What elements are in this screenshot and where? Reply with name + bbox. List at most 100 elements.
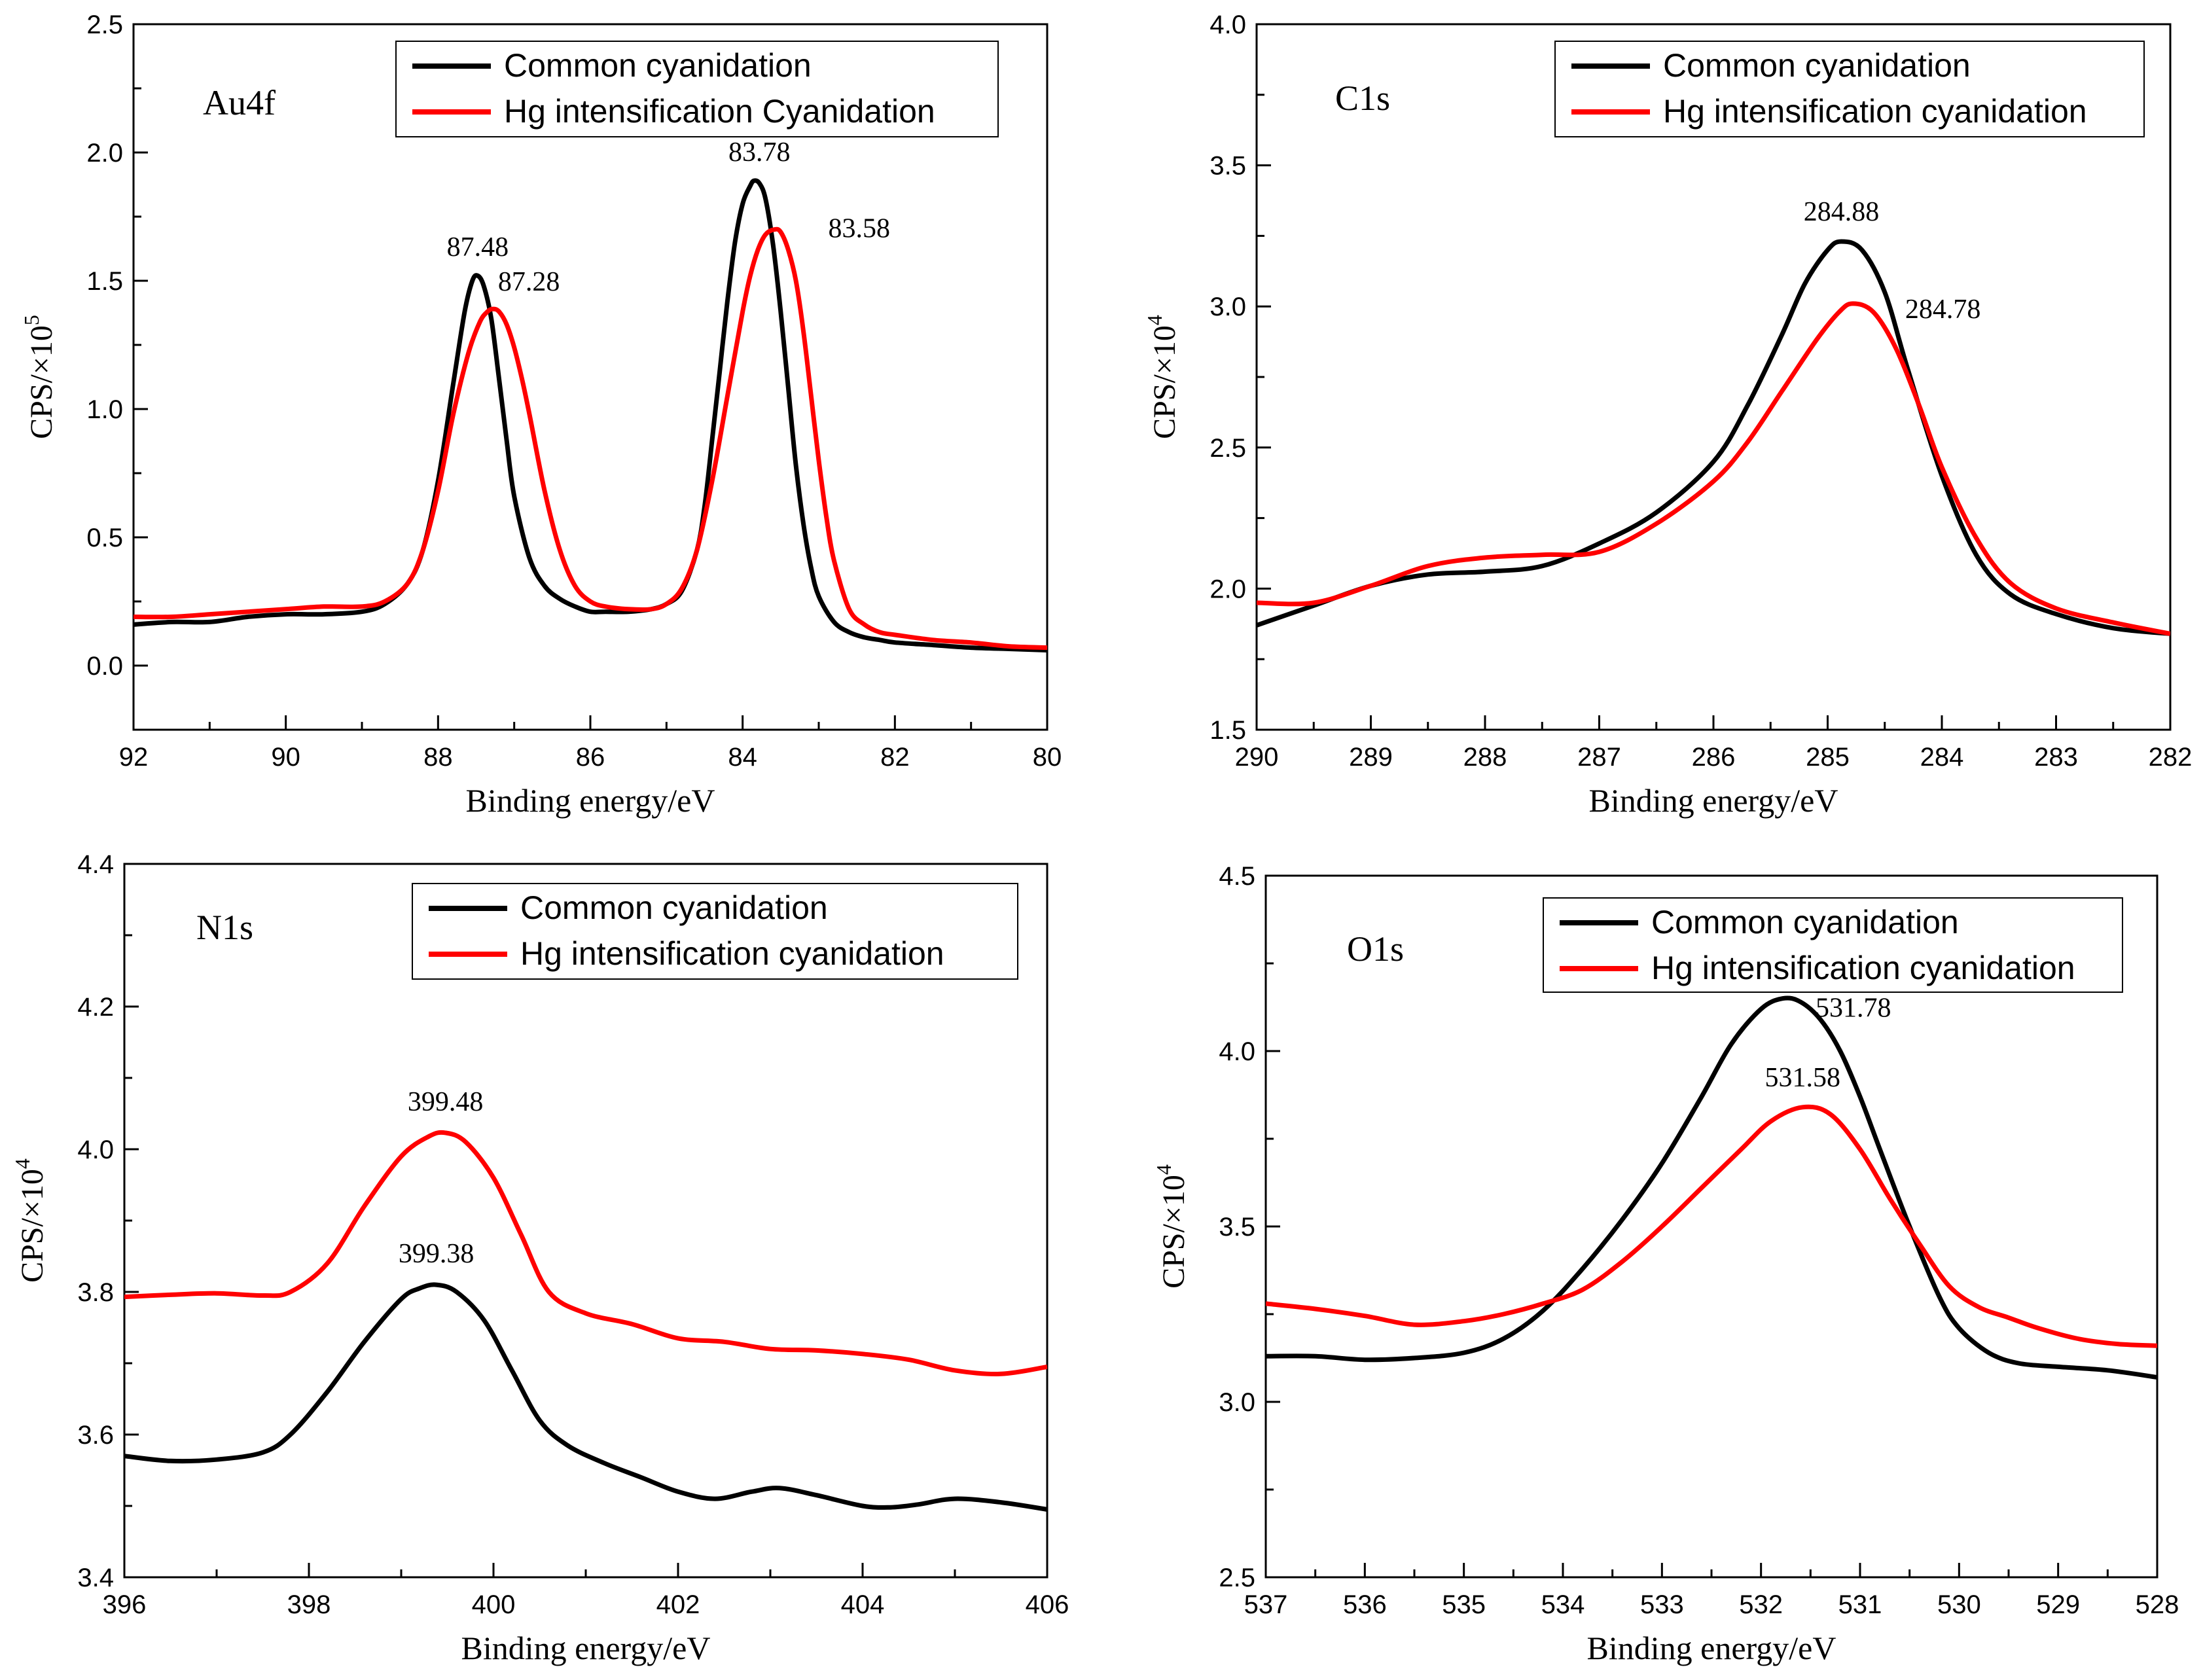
legend-label: Common cyanidation — [504, 47, 812, 84]
x-tick-label: 84 — [728, 743, 757, 772]
series-line-hg — [1257, 301, 2170, 636]
peak-label: 87.28 — [498, 267, 560, 297]
x-tick-label: 92 — [119, 743, 149, 772]
chart-panel-c1s: 290 289 288 287 286 285 284 283 282 1.5 2.0 2.5 3.0 3… — [1143, 10, 2192, 819]
peak-label: 399.48 — [408, 1087, 484, 1117]
y-axis-label: CPS/×104 — [1152, 1164, 1191, 1289]
x-tick-label: 400 — [472, 1590, 516, 1619]
x-axis-label: Binding energy/eV — [461, 1630, 711, 1666]
y-tick-label: 2.5 — [86, 10, 123, 39]
x-tick-label: 535 — [1442, 1590, 1486, 1619]
y-tick-label: 0.5 — [86, 524, 123, 552]
x-axis-label: Binding energy/eV — [1587, 1630, 1836, 1666]
y-tick-label: 1.5 — [86, 267, 123, 296]
legend-box — [395, 41, 999, 137]
x-tick-label: 288 — [1463, 743, 1507, 772]
y-tick-label: 4.0 — [1219, 1037, 1255, 1066]
x-tick-label: 529 — [2036, 1590, 2080, 1619]
peak-label: 83.78 — [728, 137, 791, 168]
legend-box — [412, 883, 1018, 980]
x-tick-label: 286 — [1692, 743, 1736, 772]
x-tick-label: 86 — [576, 743, 605, 772]
x-tick-label: 289 — [1349, 743, 1393, 772]
y-axis-label: CPS/×104 — [1143, 315, 1182, 439]
y-tick-label: 4.4 — [77, 850, 114, 879]
peak-label: 284.88 — [1804, 197, 1880, 227]
peak-label: 83.58 — [829, 214, 891, 244]
y-tick-label: 0.0 — [86, 652, 123, 681]
peak-label: 399.38 — [399, 1239, 475, 1269]
y-tick-label: 3.6 — [77, 1421, 114, 1450]
series-line-common — [124, 1282, 1047, 1512]
panel-label: O1s — [1347, 929, 1404, 969]
x-tick-label: 287 — [1577, 743, 1621, 772]
peak-label: 87.48 — [447, 232, 509, 262]
panel-label: N1s — [196, 908, 253, 947]
panel-label: C1s — [1335, 79, 1390, 118]
x-axis-label: Binding energy/eV — [1589, 782, 1838, 819]
y-tick-label: 1.5 — [1209, 716, 1246, 745]
legend-label: Hg intensification Cyanidation — [504, 93, 935, 130]
y-tick-label: 3.0 — [1209, 293, 1246, 321]
series-line-common — [1257, 239, 2170, 636]
series-line-hg — [124, 1130, 1047, 1376]
y-tick-label: 4.5 — [1219, 862, 1255, 891]
x-axis-label: Binding energy/eV — [466, 782, 715, 819]
chart-panel-o1s: 537 536 535 534 533 532 531 530 529 528 2.5 3.0 3.5 4… — [1152, 862, 2179, 1666]
x-tick-label: 536 — [1343, 1590, 1387, 1619]
y-tick-label: 4.0 — [77, 1135, 114, 1164]
x-tick-label: 285 — [1806, 743, 1850, 772]
series-line-hg — [1266, 1104, 2157, 1348]
chart-panel-n1s: 396 398 400 402 404 406 3.4 3.6 3.8 4.0 4.2 4.4 399.… — [10, 850, 1069, 1666]
x-tick-label: 530 — [1937, 1590, 1981, 1619]
x-tick-label: 88 — [423, 743, 453, 772]
legend-label: Common cyanidation — [1651, 904, 1959, 940]
legend-label: Hg intensification cyanidation — [520, 935, 944, 972]
x-tick-label: 284 — [1920, 743, 1964, 772]
peak-label: 531.58 — [1764, 1063, 1840, 1093]
legend-box — [1554, 41, 2145, 137]
y-tick-label: 3.5 — [1219, 1213, 1255, 1242]
chart-panel-au4f: 92 90 88 86 84 82 80 0.0 0.5 1.0 1.5 2.0 2.5 87.48 87.… — [20, 10, 1062, 819]
panel-label: Au4f — [203, 83, 276, 122]
x-tick-label: 537 — [1244, 1590, 1288, 1619]
x-tick-label: 90 — [271, 743, 300, 772]
y-axis-label: CPS/×104 — [10, 1158, 50, 1283]
x-tick-label: 404 — [841, 1590, 885, 1619]
x-tick-label: 533 — [1640, 1590, 1684, 1619]
series-line-hg — [134, 226, 1047, 651]
series-line-common — [1266, 995, 2157, 1380]
y-tick-label: 3.4 — [77, 1564, 114, 1592]
legend-label: Common cyanidation — [1663, 47, 1971, 84]
y-tick-label: 3.8 — [77, 1278, 114, 1307]
legend-label: Hg intensification cyanidation — [1651, 950, 2075, 986]
x-tick-label: 80 — [1033, 743, 1062, 772]
x-tick-label: 402 — [656, 1590, 700, 1619]
x-tick-label: 82 — [880, 743, 910, 772]
x-tick-label: 534 — [1541, 1590, 1585, 1619]
y-tick-label: 4.0 — [1209, 10, 1246, 39]
peak-label: 284.78 — [1905, 295, 1981, 325]
y-tick-label: 3.0 — [1219, 1388, 1255, 1417]
y-tick-label: 2.5 — [1209, 434, 1246, 463]
y-tick-label: 2.5 — [1219, 1564, 1255, 1592]
x-tick-label: 282 — [2149, 743, 2193, 772]
x-tick-label: 406 — [1026, 1590, 1069, 1619]
peak-label: 531.78 — [1816, 993, 1891, 1024]
y-tick-label: 1.0 — [86, 395, 123, 424]
y-tick-label: 2.0 — [86, 139, 123, 168]
y-tick-label: 2.0 — [1209, 575, 1246, 603]
y-tick-label: 3.5 — [1209, 152, 1246, 181]
y-axis-label: CPS/×105 — [20, 315, 59, 439]
legend-box — [1543, 897, 2123, 993]
y-tick-label: 4.2 — [77, 993, 114, 1022]
x-tick-label: 532 — [1739, 1590, 1783, 1619]
legend-label: Hg intensification cyanidation — [1663, 93, 2087, 130]
x-tick-label: 396 — [103, 1590, 147, 1619]
x-tick-label: 398 — [287, 1590, 331, 1619]
x-tick-label: 528 — [2136, 1590, 2179, 1619]
legend-label: Common cyanidation — [520, 889, 828, 926]
x-tick-label: 290 — [1235, 743, 1279, 772]
x-tick-label: 283 — [2034, 743, 2078, 772]
